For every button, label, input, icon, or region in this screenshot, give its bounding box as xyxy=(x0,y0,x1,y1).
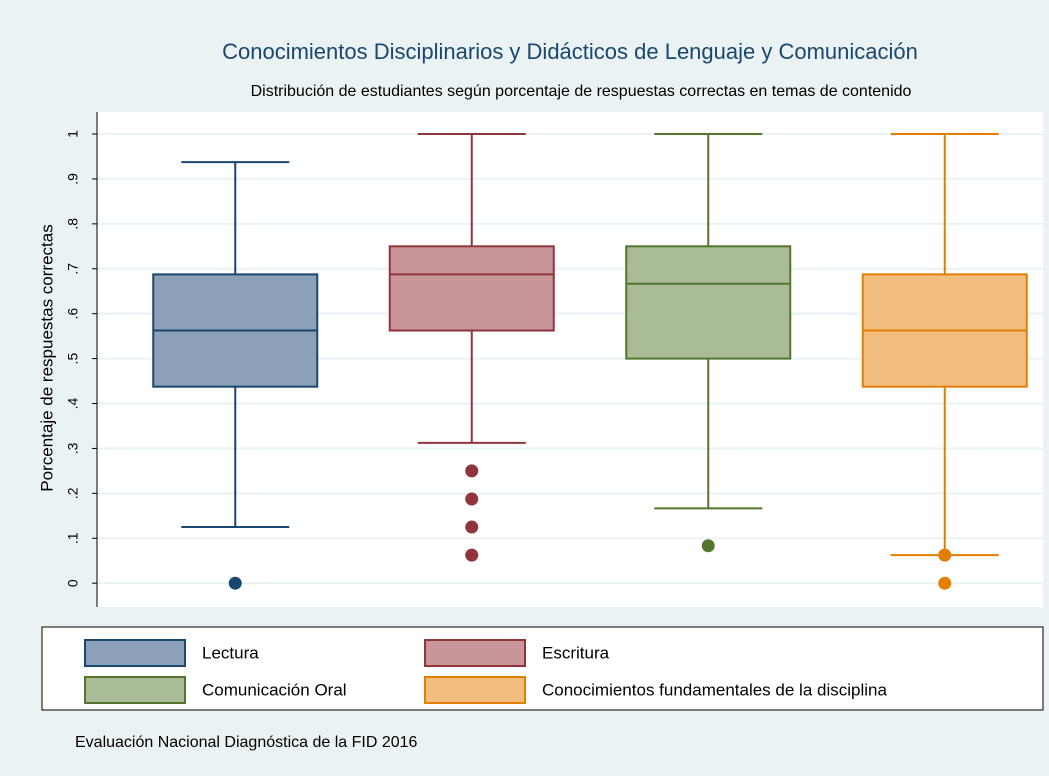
y-tick-label: .9 xyxy=(65,173,81,185)
y-tick-label: 1 xyxy=(65,130,81,138)
legend-label: Escritura xyxy=(542,643,610,662)
outlier xyxy=(938,548,952,562)
y-axis-label: Porcentaje de respuestas correctas xyxy=(37,224,56,491)
legend-swatch xyxy=(424,639,526,667)
outlier xyxy=(465,464,479,478)
outlier xyxy=(465,548,479,562)
outlier xyxy=(701,539,715,553)
outlier xyxy=(465,520,479,534)
y-tick-label: .2 xyxy=(65,487,81,499)
y-tick-label: .4 xyxy=(65,397,81,409)
legend xyxy=(41,626,1044,711)
legend-label: Comunicación Oral xyxy=(202,680,347,699)
legend-swatch xyxy=(424,676,526,704)
chart-subtitle: Distribución de estudiantes según porcen… xyxy=(251,83,912,100)
y-tick-label: 0 xyxy=(65,579,81,587)
y-tick-label: .8 xyxy=(65,218,81,230)
box xyxy=(388,245,555,332)
box xyxy=(625,245,792,360)
y-tick-label: .6 xyxy=(65,308,81,320)
outlier xyxy=(228,576,242,590)
legend-swatch xyxy=(84,639,186,667)
note: Evaluación Nacional Diagnóstica de la FI… xyxy=(75,734,418,751)
legend-label: Conocimientos fundamentales de la discip… xyxy=(542,680,887,699)
y-tick-label: .1 xyxy=(65,532,81,544)
outlier xyxy=(938,576,952,590)
chart-title: Conocimientos Disciplinarios y Didáctico… xyxy=(222,39,918,64)
y-tick-label: .7 xyxy=(65,263,81,275)
legend-swatch xyxy=(84,676,186,704)
y-tick-label: .3 xyxy=(65,442,81,454)
outlier xyxy=(465,492,479,506)
legend-label: Lectura xyxy=(202,643,259,662)
y-tick-label: .5 xyxy=(65,353,81,365)
